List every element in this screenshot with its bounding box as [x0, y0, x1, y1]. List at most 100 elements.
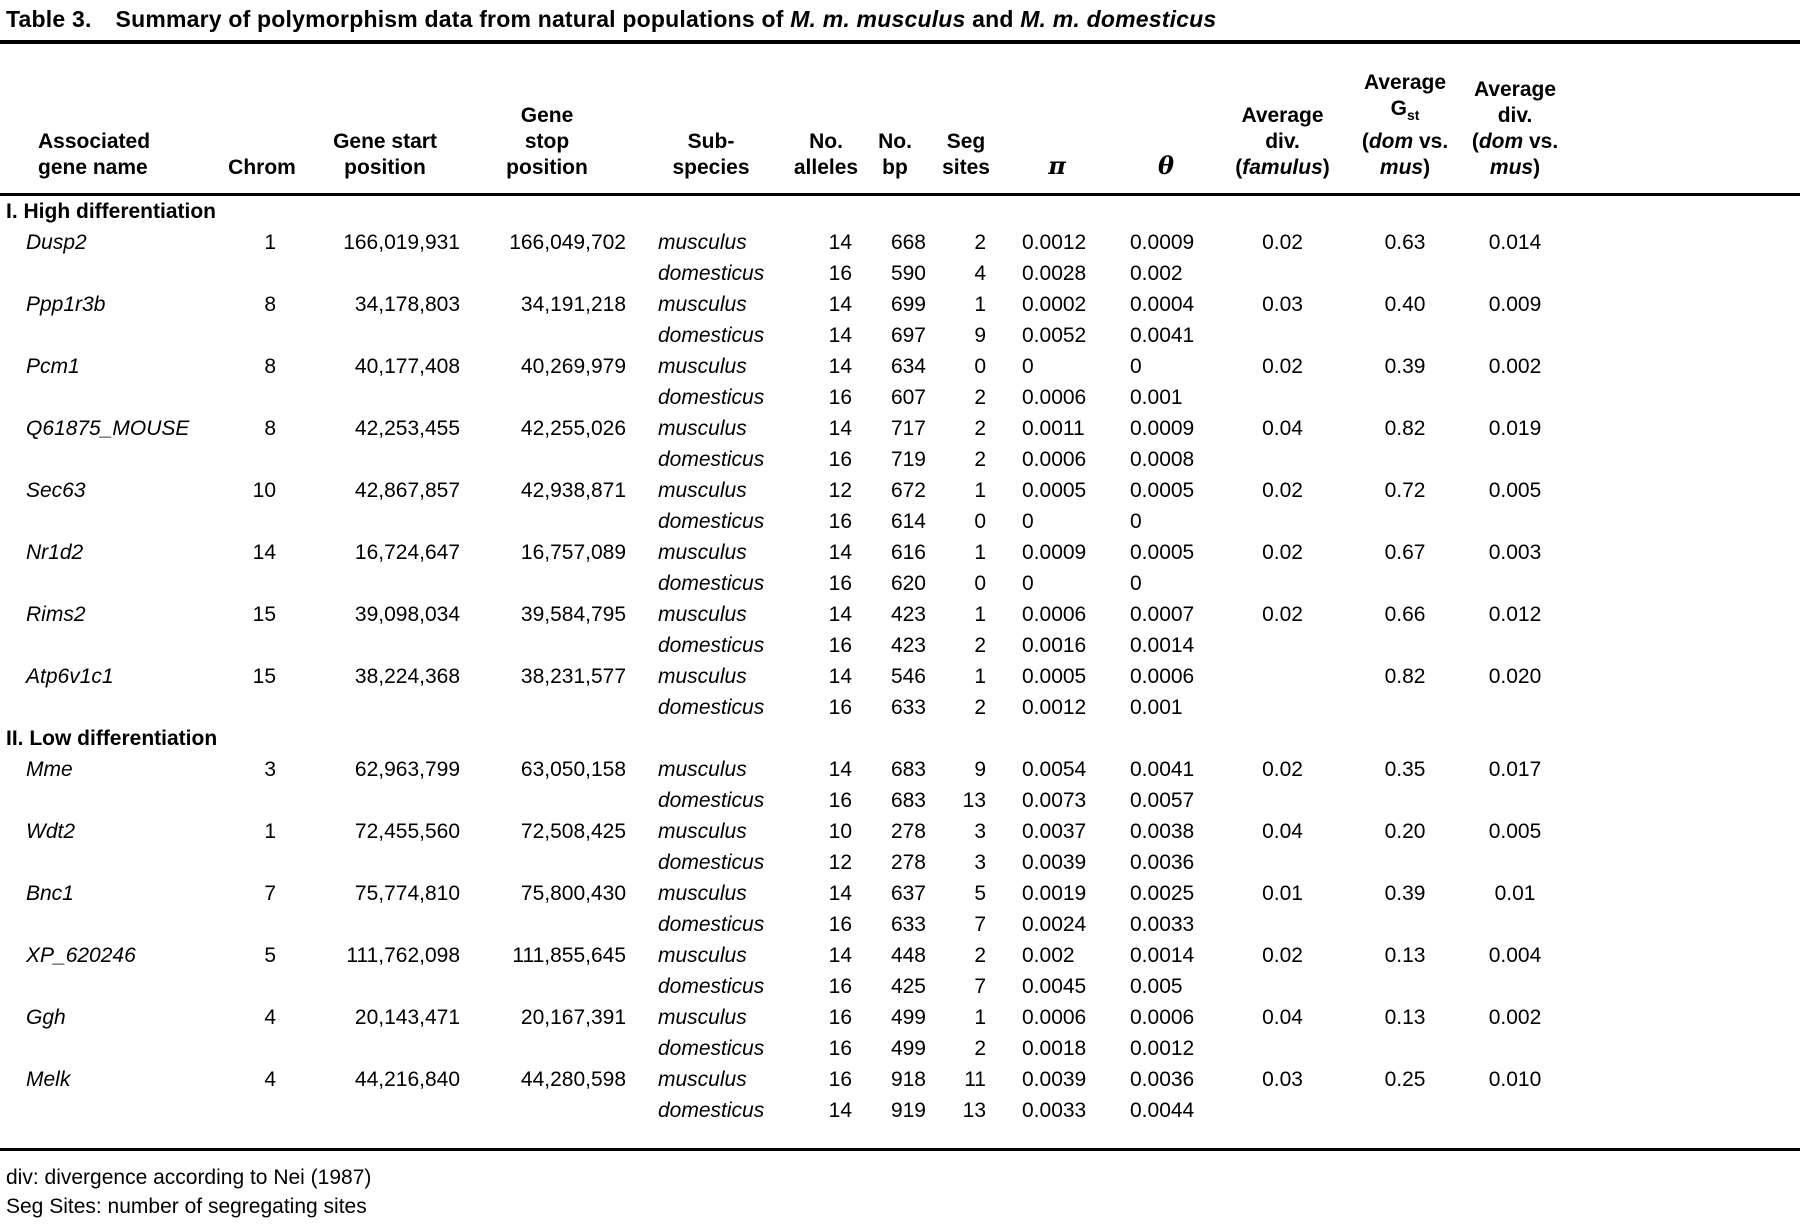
- gene-name-empty: [0, 568, 218, 599]
- avg-div-famulus: 0.02: [1262, 230, 1303, 254]
- no-alleles: 10: [828, 819, 852, 843]
- gene-name: Pcm1: [26, 354, 80, 378]
- chrom-empty: [218, 909, 306, 940]
- avg-div-famulus-empty: [1220, 630, 1345, 661]
- theta-value: 0.0008: [1130, 447, 1195, 471]
- header-line: mus): [1465, 155, 1565, 181]
- chrom-empty: [218, 1095, 306, 1126]
- gene-row-musculus: Dusp2 1 166,019,931 166,049,702 musculus 14 66…: [0, 227, 1800, 258]
- text-part: No.: [878, 129, 912, 153]
- gene-stop-empty: [464, 1095, 630, 1126]
- gene-row-domesticus: domesticus 16 423 2 0.0016 0.0014: [0, 630, 1800, 661]
- text-part: sites: [942, 155, 990, 179]
- chrom-empty: [218, 506, 306, 537]
- chrom-empty: [218, 630, 306, 661]
- header-line: Gst: [1345, 96, 1465, 128]
- avg-div-dom-mus-empty: [1465, 909, 1565, 940]
- text-part: M. m. musculus: [790, 6, 966, 32]
- subspecies: domesticus: [658, 974, 765, 998]
- gene-row-domesticus: domesticus 14 697 9 0.0052 0.0041: [0, 320, 1800, 351]
- seg-sites: 2: [974, 447, 986, 471]
- gene-stop: 111,855,645: [512, 943, 626, 967]
- avg-gst-empty: [1345, 909, 1465, 940]
- no-alleles: 16: [828, 1036, 852, 1060]
- pi-value: 0.0033: [1022, 1098, 1087, 1122]
- avg-div-dom-mus-empty: [1465, 971, 1565, 1002]
- section-heading-row: I. High differentiation: [0, 194, 1800, 227]
- no-bp: 278: [890, 850, 926, 874]
- no-alleles: 16: [828, 633, 852, 657]
- gene-row-musculus: Ppp1r3b 8 34,178,803 34,191,218 musculus 14 69…: [0, 289, 1800, 320]
- table-title: Table 3. Summary of polymorphism data fro…: [0, 6, 1800, 40]
- subspecies: musculus: [658, 416, 747, 440]
- no-alleles: 16: [828, 447, 852, 471]
- text-part: Average: [1241, 103, 1324, 127]
- text-part: vs.: [1523, 129, 1559, 153]
- avg-gst-empty: [1345, 630, 1465, 661]
- pi-value: 0: [1022, 354, 1034, 378]
- avg-div-dom-mus-empty: [1465, 568, 1565, 599]
- gene-start-empty: [306, 506, 464, 537]
- pi-value: 0.0009: [1022, 540, 1087, 564]
- chrom: 3: [264, 757, 276, 781]
- seg-sites: 1: [974, 664, 986, 688]
- no-bp: 697: [890, 323, 926, 347]
- gene-name: Ggh: [26, 1005, 66, 1029]
- text-part: ): [1423, 155, 1431, 179]
- gene-stop: 63,050,158: [520, 757, 626, 781]
- text-part: st: [1406, 107, 1420, 124]
- gene-start: 166,019,931: [343, 230, 460, 254]
- no-alleles: 14: [828, 1098, 852, 1122]
- gene-row-musculus: Wdt2 1 72,455,560 72,508,425 musculus 10 278 3 0…: [0, 816, 1800, 847]
- footnote: Seg Sites: number of segregating sites: [6, 1194, 367, 1218]
- gene-start: 42,253,455: [354, 416, 460, 440]
- avg-gst-empty: [1345, 692, 1465, 723]
- no-bp: 423: [890, 602, 926, 626]
- table-body: I. High differentiation Dusp2 1 166,019,931…: [0, 194, 1800, 1126]
- header-pi: π: [1002, 44, 1112, 196]
- footnote: div: divergence according to Nei (1987): [6, 1165, 372, 1189]
- subspecies: domesticus: [658, 912, 765, 936]
- no-alleles: 16: [828, 1067, 852, 1091]
- pi-value: 0.0037: [1022, 819, 1087, 843]
- header-line: species: [630, 155, 792, 181]
- seg-sites: 13: [962, 1098, 986, 1122]
- header-line: div.: [1465, 103, 1565, 129]
- avg-gst-empty: [1345, 258, 1465, 289]
- header-stop: Gene stop position: [464, 44, 630, 196]
- theta-value: 0.0057: [1130, 788, 1195, 812]
- gene-name-empty: [0, 382, 218, 413]
- theta-value: 0.0014: [1130, 943, 1195, 967]
- text-part: Summary of polymorphism data from natura…: [115, 6, 791, 32]
- spacer-cell: [1565, 1095, 1800, 1126]
- seg-sites: 2: [974, 633, 986, 657]
- header-theta: θ: [1112, 44, 1220, 196]
- gene-row-musculus: Rims2 15 39,098,034 39,584,795 musculus 14 423…: [0, 599, 1800, 630]
- gene-start: 44,216,840: [354, 1067, 460, 1091]
- subspecies: musculus: [658, 943, 747, 967]
- pi-value: 0.0045: [1022, 974, 1087, 998]
- spacer-cell: [1565, 413, 1800, 444]
- avg-div-famulus: 0.02: [1262, 757, 1303, 781]
- avg-div-dom-mus: 0.01: [1494, 881, 1536, 905]
- gene-name: XP_620246: [26, 943, 136, 967]
- avg-div-famulus-empty: [1220, 382, 1345, 413]
- header-line: Seg: [930, 129, 1002, 155]
- gene-row-domesticus: domesticus 16 425 7 0.0045 0.005: [0, 971, 1800, 1002]
- no-alleles: 14: [828, 354, 852, 378]
- chrom: 15: [252, 602, 276, 626]
- chrom: 14: [252, 540, 276, 564]
- gene-stop-empty: [464, 320, 630, 351]
- spacer-cell: [1565, 568, 1800, 599]
- theta-value: 0.0036: [1130, 850, 1195, 874]
- text-part: Average: [1473, 77, 1557, 101]
- pi-value: 0.002: [1022, 943, 1075, 967]
- gene-start-empty: [306, 785, 464, 816]
- avg-gst: 0.39: [1384, 354, 1426, 378]
- chrom-empty: [218, 692, 306, 723]
- text-part: mus: [1489, 155, 1534, 179]
- gene-stop: 34,191,218: [520, 292, 626, 316]
- polymorphism-table: Associated gene name Chrom Gene start positi…: [0, 44, 1800, 1126]
- chrom: 10: [252, 478, 276, 502]
- avg-div-dom-mus-empty: [1465, 785, 1565, 816]
